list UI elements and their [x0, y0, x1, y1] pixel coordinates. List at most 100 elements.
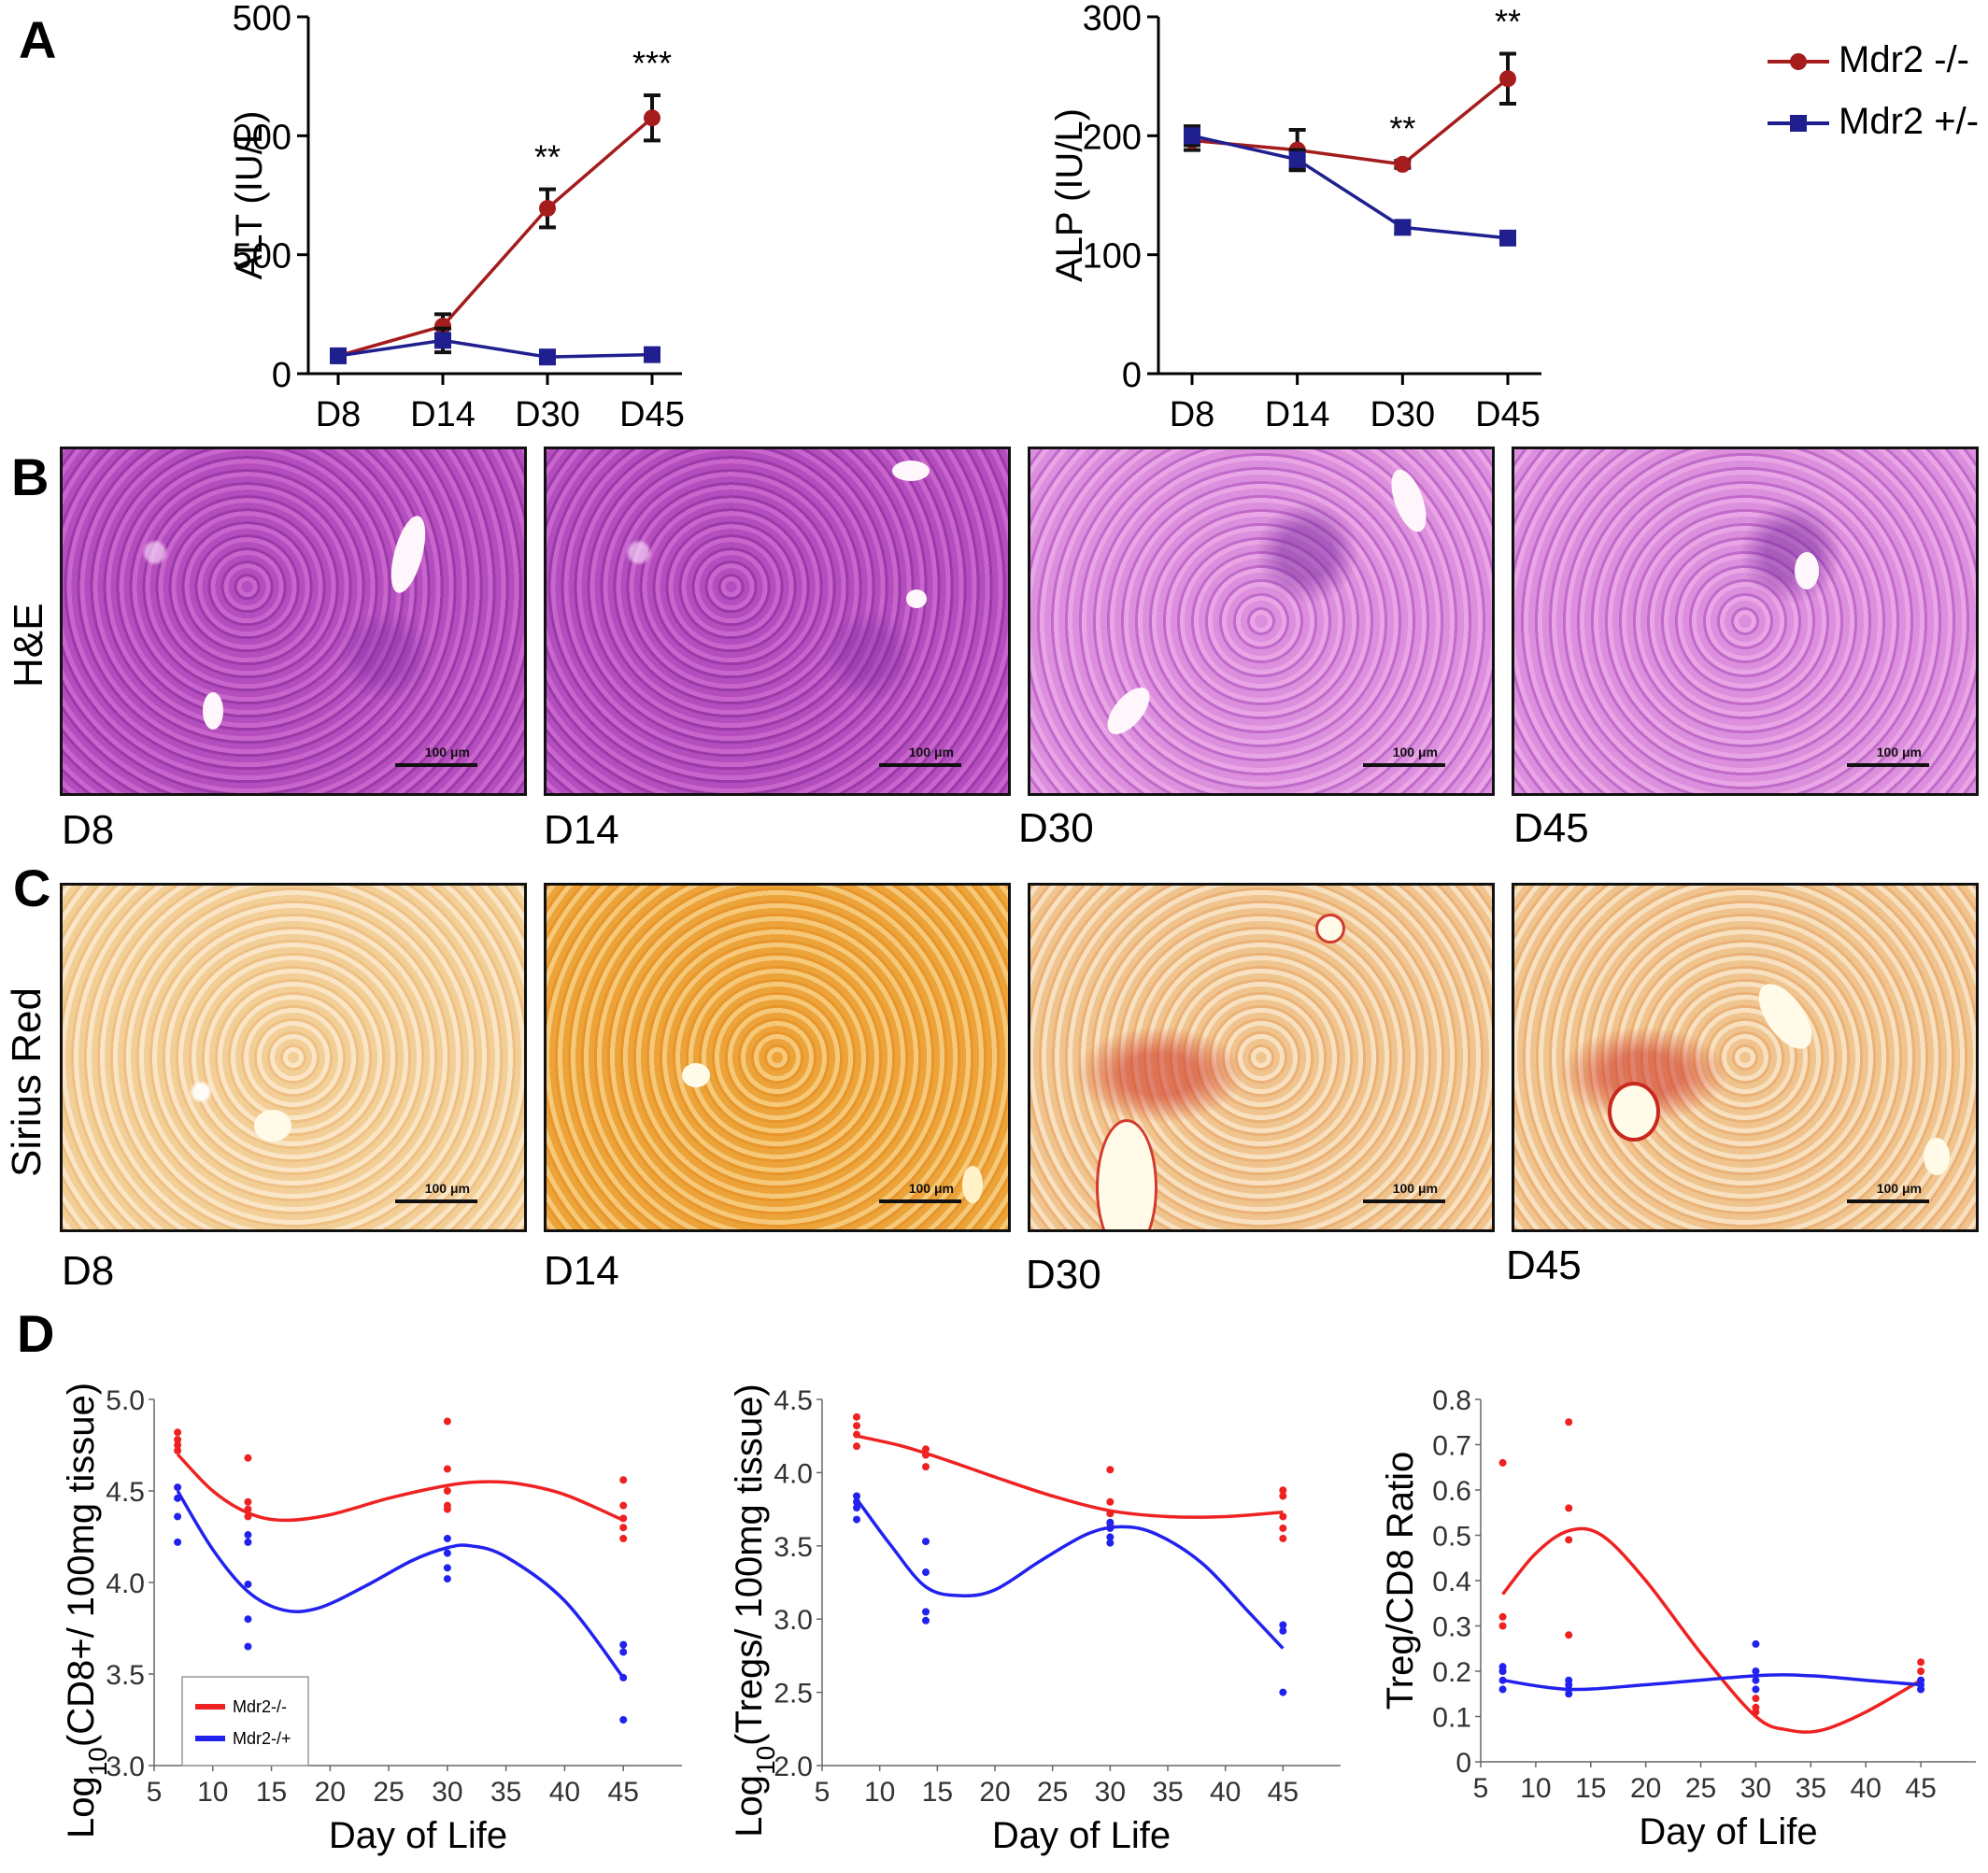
he-day-label-d14: D14 [544, 807, 619, 853]
y-axis-label: ALP (IU/L) [1049, 108, 1090, 282]
data-point [853, 1504, 860, 1512]
y-tick-label: 4.0 [774, 1458, 813, 1489]
y-tick-label: 0 [1456, 1748, 1471, 1779]
y-tick-label: 2.0 [774, 1752, 813, 1782]
x-tick-label: D45 [619, 395, 685, 434]
x-tick-label: 45 [608, 1777, 639, 1808]
data-point [244, 1580, 252, 1588]
fit-curve-het [1502, 1673, 1922, 1692]
data-point [1499, 229, 1516, 247]
x-tick-label: 25 [1037, 1777, 1068, 1808]
legend-a-swatch-het [1768, 115, 1829, 132]
y-tick-label: 0.8 [1432, 1385, 1471, 1416]
data-point [1565, 1690, 1573, 1698]
x-tick-label: 20 [979, 1777, 1010, 1808]
data-point [922, 1445, 930, 1454]
data-point [1917, 1685, 1925, 1694]
ratio-chart: 0 0.1 0.2 0.3 0.4 0.5 0.6 0.7 0.8 5 10 15 20 25 30 35 40… [1380, 1385, 1976, 1852]
data-point [619, 1476, 628, 1484]
significance-marker: ** [1495, 2, 1521, 40]
data-point [1498, 1622, 1507, 1630]
sirius-micrograph-d45: 100 μm [1512, 883, 1979, 1232]
data-point [1106, 1497, 1115, 1506]
x-tick-label: 25 [1685, 1773, 1716, 1804]
cd8-chart: 3.0 3.5 4.0 4.5 5.0 5 10 15 20 25 30 35 40 45 Day of L… [61, 1383, 682, 1856]
data-point [644, 346, 660, 363]
data-point [244, 1505, 252, 1513]
treg-chart: 2.0 2.5 3.0 3.5 4.0 4.5 5 10 15 20 25 30 35 40 45 Day o… [729, 1383, 1341, 1856]
x-tick-label: 15 [1575, 1773, 1606, 1804]
he-day-label-d45: D45 [1513, 805, 1589, 851]
x-tick-label: 20 [315, 1777, 346, 1808]
data-point [174, 1494, 182, 1502]
x-tick-label: 40 [1210, 1777, 1241, 1808]
y-tick-label: 1000 [234, 118, 291, 157]
data-point [174, 1436, 182, 1444]
y-tick-label: 0.2 [1432, 1657, 1471, 1688]
data-point [1106, 1539, 1115, 1547]
x-tick-label: D8 [316, 395, 362, 434]
data-point [853, 1422, 860, 1430]
x-tick-label: 15 [922, 1777, 953, 1808]
y-tick-label: 3.0 [106, 1752, 145, 1782]
data-point [1498, 1676, 1507, 1684]
y-tick-label: 0 [272, 356, 291, 395]
y-tick-label: 200 [1083, 118, 1142, 157]
x-axis-label: Day of Life [329, 1815, 507, 1856]
y-tick-label: 500 [234, 237, 291, 277]
data-point [1106, 1510, 1115, 1518]
data-point [244, 1531, 252, 1540]
fit-curve-het [176, 1490, 625, 1679]
series-line-ko [337, 116, 654, 358]
series-line-het [1191, 134, 1509, 240]
x-tick-label: 10 [197, 1777, 228, 1808]
data-point [1106, 1524, 1115, 1532]
legend-a: Mdr2 -/- Mdr2 +/- [1766, 35, 1981, 149]
scale-bar [879, 763, 961, 767]
data-point [1752, 1685, 1760, 1694]
data-point [619, 1648, 628, 1656]
data-point [1752, 1639, 1760, 1648]
data-point [443, 1465, 451, 1473]
x-tick-label: 45 [1905, 1773, 1936, 1804]
data-point [174, 1512, 182, 1521]
sirius-row-label: Sirius Red [4, 987, 50, 1177]
data-point [619, 1534, 628, 1542]
scale-bar-label: 100 μm [1392, 1181, 1438, 1196]
scale-bar-label: 100 μm [1392, 745, 1438, 759]
data-point [1394, 219, 1412, 236]
legend-a-swatch-ko [1768, 53, 1829, 70]
panel-letter-b: B [11, 447, 50, 506]
data-point [922, 1463, 930, 1471]
data-point [1498, 1612, 1507, 1621]
x-tick-label: 35 [490, 1777, 521, 1808]
x-tick-label: 10 [1520, 1773, 1551, 1804]
panel-letter-c: C [13, 858, 51, 917]
sirius-micrograph-d14: 100 μm [544, 883, 1011, 1232]
data-point [539, 200, 556, 218]
scale-bar [1847, 763, 1929, 767]
fit-curve-ko [1501, 1526, 1922, 1734]
sirius-micrograph-d30: 100 μm [1028, 883, 1495, 1232]
he-micrograph-d14: 100 μm [544, 447, 1011, 796]
y-tick-label: 3.5 [106, 1660, 145, 1691]
y-tick-label: 1500 [234, 0, 291, 38]
scale-bar [395, 763, 477, 767]
legend-d-label: Mdr2-/- [233, 1697, 287, 1716]
significance-marker: ** [1389, 109, 1415, 148]
data-point [1394, 155, 1412, 173]
y-tick-label: 0.1 [1432, 1703, 1471, 1734]
he-micrograph-d8: 100 μm [60, 447, 527, 796]
data-point [244, 1512, 252, 1521]
x-tick-label: D30 [1370, 395, 1435, 434]
data-point [1752, 1667, 1760, 1675]
y-tick-label: 5.0 [106, 1385, 145, 1416]
data-point [1279, 1492, 1287, 1500]
data-point [244, 1497, 252, 1506]
y-tick-label: 4.0 [106, 1568, 145, 1599]
x-tick-label: 30 [1095, 1777, 1126, 1808]
data-point [443, 1564, 451, 1572]
significance-marker: ** [534, 138, 561, 177]
series-line-ko [1191, 77, 1510, 166]
data-point [1106, 1518, 1115, 1526]
